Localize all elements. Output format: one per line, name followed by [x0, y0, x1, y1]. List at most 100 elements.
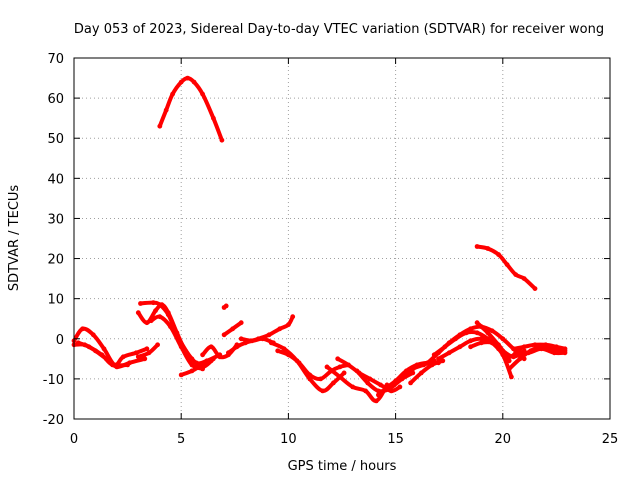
- data-point: [189, 362, 195, 368]
- data-point: [464, 330, 469, 336]
- data-point: [337, 364, 343, 370]
- data-point: [234, 344, 240, 350]
- series-arc-t: [408, 358, 445, 385]
- data-point: [277, 326, 283, 332]
- data-point: [200, 352, 206, 358]
- series-arc-h: [179, 358, 214, 377]
- data-point: [554, 344, 559, 350]
- y-tick-label: 70: [47, 52, 64, 67]
- y-tick-label: 10: [47, 293, 64, 308]
- data-point: [418, 370, 424, 376]
- data-point: [363, 388, 368, 394]
- data-point: [378, 382, 383, 388]
- data-point: [436, 356, 441, 362]
- chart-title: Day 053 of 2023, Sidereal Day-to-day VTE…: [74, 22, 604, 37]
- data-point: [120, 354, 126, 360]
- data-point: [562, 350, 568, 356]
- data-point: [337, 374, 343, 380]
- data-point: [150, 300, 156, 306]
- data-point: [496, 252, 501, 257]
- data-point: [110, 362, 115, 368]
- data-point: [157, 123, 163, 129]
- data-point: [468, 338, 473, 344]
- data-point: [223, 303, 229, 309]
- data-point: [208, 344, 214, 350]
- data-point: [506, 354, 512, 360]
- data-point: [275, 348, 281, 354]
- data-point: [146, 350, 152, 356]
- series-arc-l: [239, 336, 276, 345]
- data-point: [226, 350, 231, 356]
- data-point: [294, 358, 300, 364]
- data-point: [446, 350, 452, 356]
- x-tick-label: 10: [280, 432, 297, 447]
- data-point: [221, 332, 227, 338]
- data-point: [376, 392, 381, 398]
- y-axis-label: SDTVAR / TECUs: [7, 185, 22, 292]
- data-point: [324, 364, 330, 370]
- data-point: [99, 352, 105, 358]
- data-point: [543, 342, 549, 348]
- data-point: [153, 308, 158, 314]
- data-layer: [71, 75, 568, 404]
- x-tick-label: 5: [177, 432, 185, 447]
- data-point: [431, 352, 437, 358]
- x-tick-label: 25: [602, 432, 619, 447]
- data-point: [551, 350, 557, 356]
- data-point: [318, 376, 323, 382]
- data-point: [414, 362, 420, 368]
- data-point: [373, 398, 379, 404]
- data-point: [86, 344, 92, 350]
- data-point: [185, 75, 191, 81]
- data-point: [238, 336, 244, 342]
- data-point: [320, 388, 326, 394]
- data-point: [189, 368, 195, 374]
- data-point: [504, 262, 510, 267]
- data-point: [168, 324, 173, 330]
- x-axis-label: GPS time / hours: [288, 459, 397, 474]
- data-point: [509, 374, 514, 380]
- data-point: [170, 91, 176, 97]
- data-point: [521, 344, 527, 350]
- data-point: [144, 346, 150, 352]
- data-point: [80, 326, 85, 332]
- data-point: [135, 310, 141, 316]
- data-point: [341, 370, 347, 376]
- data-point: [526, 350, 531, 356]
- data-point: [268, 340, 274, 346]
- data-point: [286, 322, 291, 328]
- data-point: [511, 346, 516, 352]
- data-point: [211, 115, 216, 121]
- data-point: [485, 330, 491, 336]
- data-point: [200, 91, 206, 97]
- data-point: [200, 362, 206, 368]
- data-point: [75, 340, 81, 346]
- y-tick-label: 40: [47, 172, 64, 187]
- data-point: [238, 320, 244, 326]
- data-point: [178, 344, 184, 350]
- data-point: [346, 362, 351, 368]
- data-point: [331, 380, 336, 386]
- data-point: [178, 79, 184, 85]
- data-point: [485, 246, 491, 251]
- data-point: [403, 368, 409, 374]
- data-point: [474, 320, 480, 326]
- data-point: [506, 366, 512, 372]
- data-point: [354, 368, 360, 374]
- data-point: [517, 356, 523, 362]
- y-tick-label: 20: [47, 253, 64, 268]
- data-point: [138, 301, 143, 306]
- data-point: [539, 346, 544, 352]
- data-point: [562, 346, 568, 352]
- data-point: [408, 380, 413, 386]
- data-point: [513, 350, 519, 356]
- x-tick-label: 20: [495, 432, 512, 447]
- data-point: [335, 356, 341, 362]
- data-point: [442, 344, 448, 350]
- y-tick-label: -20: [43, 413, 64, 428]
- data-point: [230, 326, 236, 332]
- data-point: [429, 362, 435, 368]
- data-point: [479, 336, 484, 342]
